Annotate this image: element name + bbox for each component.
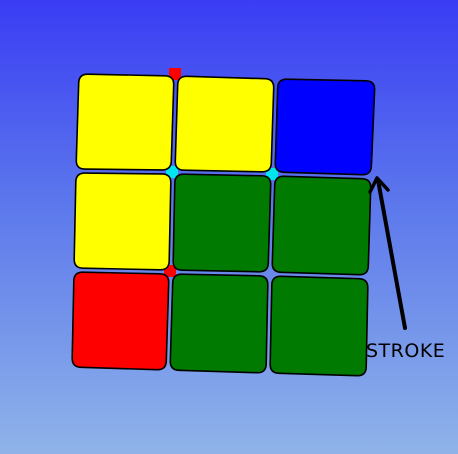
sticker-gap-1 [166,166,178,178]
sticker-yellow-r1c2 [174,75,275,173]
stroke-label: STROKE [366,340,446,362]
sticker-green-r3c3 [269,275,369,377]
sticker-green-r2c3 [271,175,372,276]
sticker-yellow-r1c1 [75,73,175,171]
sticker-green-r2c2 [172,173,272,273]
cube-face [71,73,376,377]
sticker-blue-r1c3 [274,78,376,176]
sticker-gap-0 [169,68,181,80]
stroke-arrow-head [368,176,390,194]
sticker-yellow-r2c1 [73,172,172,271]
sticker-green-r3c2 [169,273,269,374]
stroke-arrow [376,178,407,330]
sticker-red-r3c1 [71,271,170,371]
sticker-gap-2 [266,168,278,180]
